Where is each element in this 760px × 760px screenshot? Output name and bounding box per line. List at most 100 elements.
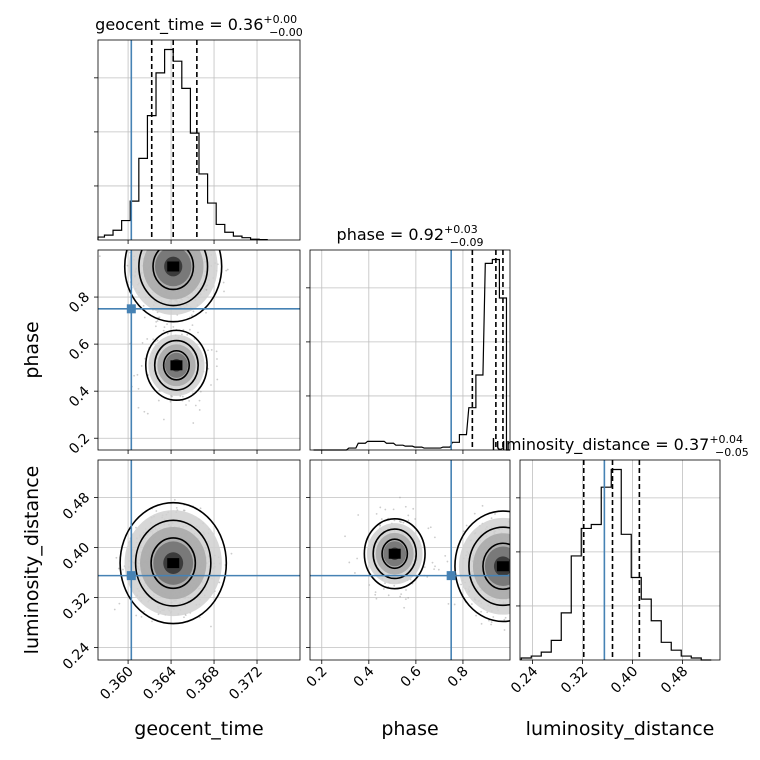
sample-point <box>546 559 548 561</box>
sample-point <box>517 584 519 586</box>
sample-point <box>183 235 185 237</box>
sample-point <box>427 527 430 530</box>
sample-point <box>567 517 569 519</box>
sample-point <box>392 508 395 511</box>
sample-point <box>511 571 513 573</box>
sample-point <box>153 247 155 249</box>
sample-point <box>215 350 218 353</box>
sample-point <box>196 237 198 239</box>
sample-point <box>182 235 184 237</box>
sample-point <box>160 241 162 243</box>
contour-line <box>150 537 197 590</box>
sample-point <box>356 557 359 560</box>
sample-point <box>517 547 519 549</box>
x-tick-label: 0.364 <box>140 663 180 703</box>
y-tick-label: 0.24 <box>60 640 93 673</box>
panel-contents <box>310 460 569 660</box>
x-tick-label: 0.372 <box>226 664 266 704</box>
sample-point <box>513 535 515 537</box>
sample-point <box>475 614 477 617</box>
sample-point <box>182 328 185 331</box>
sample-point <box>530 549 532 551</box>
sample-point <box>165 219 167 221</box>
sample-point <box>178 232 180 234</box>
sample-point <box>512 525 514 527</box>
sample-point <box>512 537 514 539</box>
sample-point <box>511 549 513 551</box>
sample-point <box>552 552 554 554</box>
sample-point <box>159 235 161 237</box>
sample-point <box>512 546 514 548</box>
sample-point <box>404 505 407 508</box>
sample-point <box>140 244 142 246</box>
sample-point <box>403 606 406 609</box>
sample-point <box>146 412 149 415</box>
sample-point <box>209 231 211 233</box>
sample-point <box>510 570 512 572</box>
sample-point <box>135 526 137 529</box>
sample-point <box>155 510 158 512</box>
panel-title: geocent_time = 0.36+0.00 −0.00 <box>95 13 303 39</box>
sample-point <box>522 601 524 603</box>
sample-point <box>538 559 540 561</box>
sample-point <box>446 560 449 563</box>
sample-point <box>199 507 202 510</box>
sample-point <box>191 228 193 230</box>
sample-point <box>490 517 493 520</box>
contour-line <box>152 250 195 291</box>
sample-point <box>186 242 188 244</box>
sample-point <box>201 244 203 246</box>
sample-point <box>520 559 522 561</box>
sample-point <box>166 332 169 335</box>
sample-point <box>198 409 201 411</box>
sample-point <box>185 231 187 233</box>
sample-point <box>156 339 159 342</box>
sample-point <box>160 225 162 227</box>
y-tick-label: 0.6 <box>66 336 93 363</box>
sample-point <box>122 568 124 571</box>
sample-point <box>225 269 228 272</box>
sample-point <box>168 244 170 246</box>
sample-point <box>158 243 160 245</box>
histogram-panel-luminosity_distance: luminosity_distance = 0.37+0.04 −0.05 <box>491 433 749 661</box>
sample-point <box>185 404 187 406</box>
sample-point <box>379 506 382 509</box>
sample-point <box>512 567 514 569</box>
sample-point <box>514 555 516 557</box>
sample-point <box>185 247 187 249</box>
sample-point <box>524 576 526 578</box>
sample-point <box>525 609 527 611</box>
sample-point <box>181 333 183 336</box>
sample-point <box>201 247 203 249</box>
sample-point <box>138 232 140 234</box>
sample-point <box>514 593 516 595</box>
sample-point <box>183 509 186 512</box>
sample-point <box>512 574 514 576</box>
sample-point <box>525 586 527 588</box>
sample-point <box>199 390 202 393</box>
sample-point <box>520 576 522 578</box>
sample-point <box>512 542 514 544</box>
sample-point <box>197 214 199 216</box>
sample-point <box>393 519 396 522</box>
sample-point <box>118 602 121 605</box>
sample-point <box>523 591 525 593</box>
sample-point <box>375 597 378 600</box>
scatter-frame <box>97 249 301 451</box>
sample-point <box>185 230 187 232</box>
sample-point <box>192 310 195 313</box>
sample-point <box>177 226 179 228</box>
sample-point <box>407 519 410 522</box>
sample-point <box>412 507 415 510</box>
sample-point <box>382 588 385 590</box>
sample-point <box>113 608 116 611</box>
sample-point <box>511 578 513 580</box>
sample-point <box>164 247 166 249</box>
sample-point <box>384 582 386 585</box>
sample-point <box>176 231 178 233</box>
sample-point <box>520 575 522 577</box>
sample-point <box>143 316 146 319</box>
sample-point <box>492 616 495 618</box>
panel-title: luminosity_distance = 0.37+0.04 −0.05 <box>491 433 749 459</box>
